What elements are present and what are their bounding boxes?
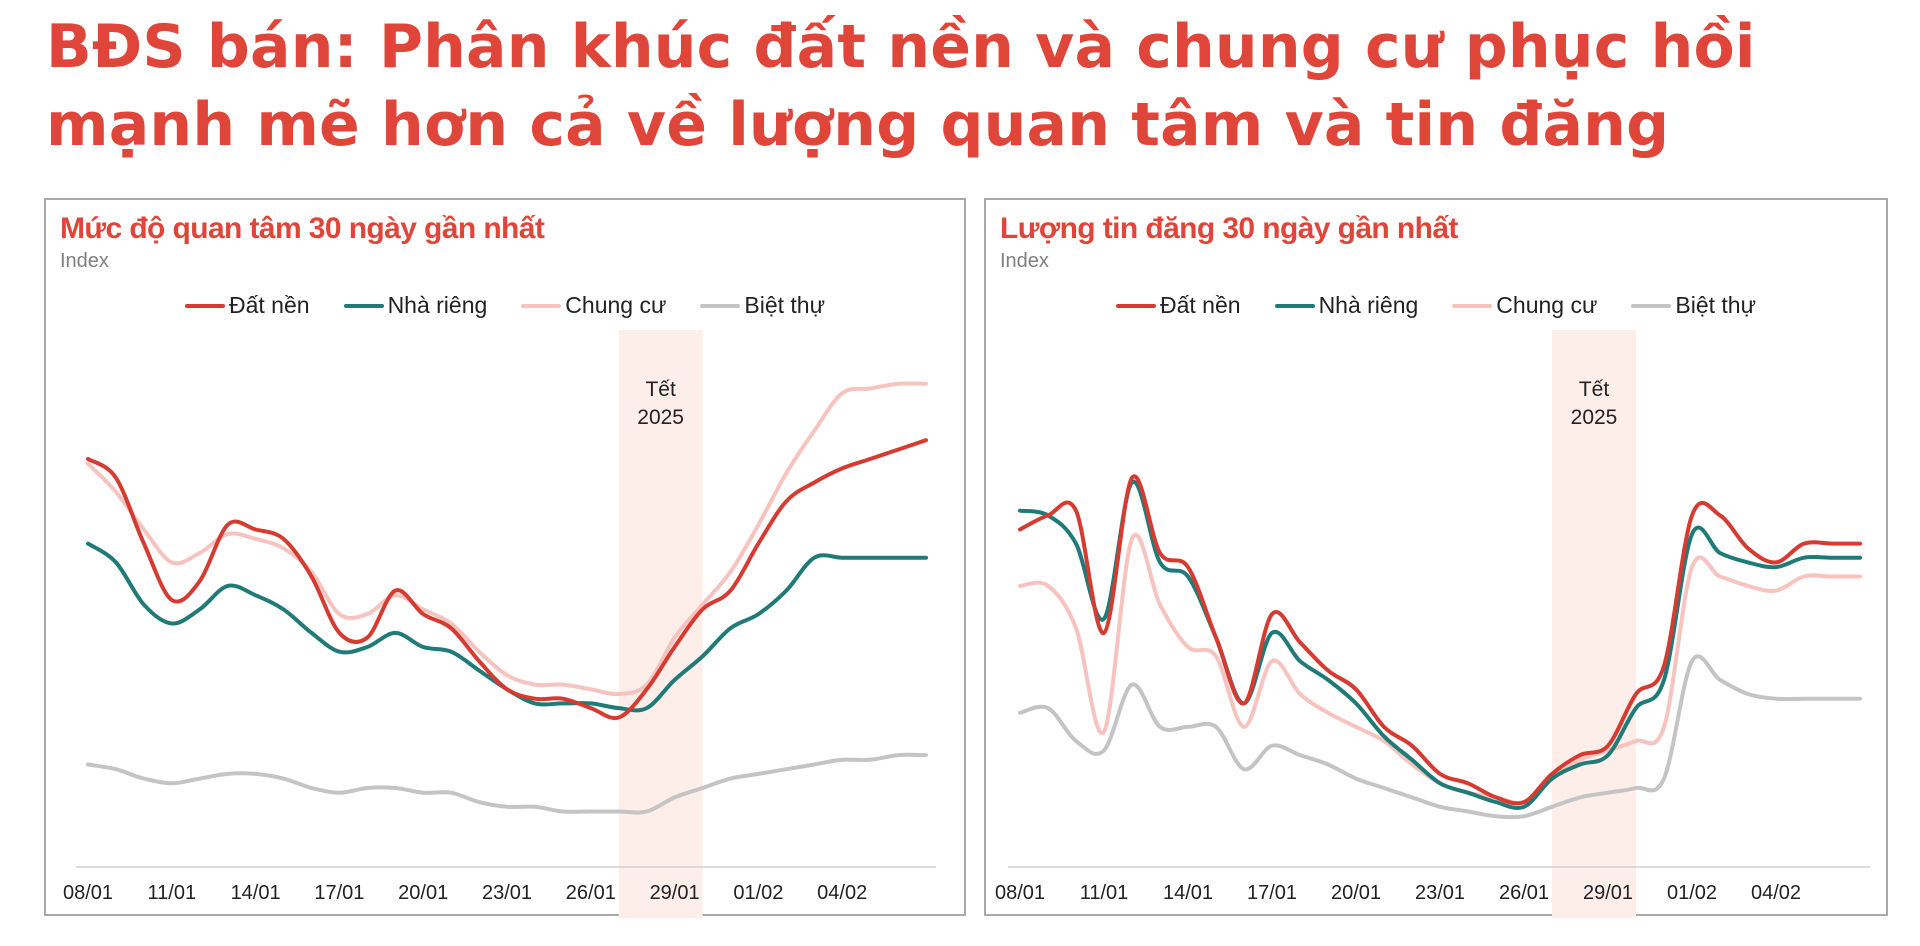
- legend-item-dat-nen: Đất nền: [185, 292, 310, 319]
- legend-item-biet-thu: Biệt thự: [700, 292, 825, 319]
- legend: Đất nền Nhà riêng Chung cư Biệt thự: [986, 292, 1886, 319]
- legend-label: Biệt thự: [1675, 292, 1756, 318]
- chart-panel-listings: Lượng tin đăng 30 ngày gần nhất Index Đấ…: [984, 198, 1888, 918]
- annotation-label: 2025: [637, 406, 684, 429]
- legend-swatch: [521, 303, 562, 308]
- series-line-1: [86, 541, 928, 713]
- legend-swatch: [185, 303, 225, 308]
- legend-label: Nhà riêng: [387, 292, 488, 318]
- x-tick-label: 04/02: [1751, 882, 1801, 904]
- legend-swatch: [1116, 303, 1156, 308]
- annotation-label: Tết: [1579, 378, 1610, 401]
- x-tick-label: 23/01: [1415, 882, 1465, 904]
- legend: Đất nền Nhà riêng Chung cư Biệt thự: [46, 292, 964, 319]
- x-tick-label: 17/01: [314, 882, 364, 904]
- legend-swatch: [1631, 303, 1672, 308]
- legend-item-chung-cu: Chung cư: [521, 292, 666, 319]
- tet-band: [1552, 330, 1636, 918]
- legend-item-nha-rieng: Nhà riêng: [1274, 292, 1419, 319]
- legend-swatch: [1274, 303, 1315, 308]
- series-line-0: [1018, 474, 1862, 806]
- x-tick-label: 08/01: [995, 882, 1045, 904]
- series-line-3: [1018, 654, 1862, 820]
- chart-title: Mức độ quan tâm 30 ngày gần nhất: [60, 212, 545, 245]
- x-tick-label: 11/01: [1080, 882, 1129, 904]
- x-tick-label: 26/01: [566, 882, 616, 904]
- x-tick-label: 17/01: [1247, 882, 1297, 904]
- x-tick-label: 26/01: [1499, 882, 1549, 904]
- headline-line-2: mạnh mẽ hơn cả về lượng quan tâm và tin …: [46, 90, 1670, 160]
- x-tick-label: 23/01: [482, 882, 532, 904]
- legend-label: Nhà riêng: [1318, 292, 1419, 318]
- x-tick-label: 04/02: [817, 882, 867, 904]
- x-tick-label: 01/02: [1667, 882, 1717, 904]
- x-tick-label: 01/02: [733, 882, 783, 904]
- x-tick-label: 14/01: [1163, 882, 1213, 904]
- headline: BĐS bán: Phân khúc đất nền và chung cư p…: [46, 8, 1866, 164]
- line-chart-interest: Tết 2025 08/01 11/01 14/01 17/01 20/01 23/01 26/…: [63, 330, 936, 918]
- x-tick-label: 14/01: [231, 882, 281, 904]
- x-tick-label: 29/01: [650, 882, 700, 904]
- line-chart-listings: Tết 2025 08/01 11/01 14/01 17/01 20/01 23/01 26/…: [995, 330, 1870, 918]
- x-tick-label: 11/01: [148, 882, 197, 904]
- y-axis-label: Index: [1000, 250, 1049, 272]
- series-line-1: [1018, 479, 1862, 811]
- legend-label: Biệt thự: [744, 292, 825, 318]
- chart-title: Lượng tin đăng 30 ngày gần nhất: [1000, 212, 1458, 245]
- chart-panel-interest: Mức độ quan tâm 30 ngày gần nhất Index Đ…: [44, 198, 966, 918]
- series-line-3: [86, 752, 928, 815]
- legend-swatch: [700, 303, 741, 308]
- series-line-0: [86, 438, 928, 721]
- legend-item-chung-cu: Chung cư: [1452, 292, 1597, 319]
- x-tick-label: 20/01: [1331, 882, 1381, 904]
- x-tick-label: 08/01: [63, 882, 113, 904]
- annotation-label: 2025: [1571, 406, 1618, 429]
- legend-swatch: [343, 303, 384, 308]
- series-line-2: [86, 381, 928, 697]
- annotation-label: Tết: [645, 378, 676, 401]
- y-axis-label: Index: [60, 250, 109, 272]
- legend-label: Chung cư: [565, 292, 667, 318]
- headline-line-1: BĐS bán: Phân khúc đất nền và chung cư p…: [46, 12, 1756, 82]
- legend-item-dat-nen: Đất nền: [1116, 292, 1241, 319]
- legend-item-nha-rieng: Nhà riêng: [343, 292, 488, 319]
- legend-label: Đất nền: [1160, 292, 1241, 318]
- legend-swatch: [1452, 303, 1493, 308]
- legend-label: Đất nền: [229, 292, 310, 318]
- legend-item-biet-thu: Biệt thự: [1631, 292, 1756, 319]
- x-tick-label: 29/01: [1583, 882, 1633, 904]
- legend-label: Chung cư: [1496, 292, 1598, 318]
- x-tick-label: 20/01: [398, 882, 448, 904]
- series-line-2: [1018, 533, 1862, 805]
